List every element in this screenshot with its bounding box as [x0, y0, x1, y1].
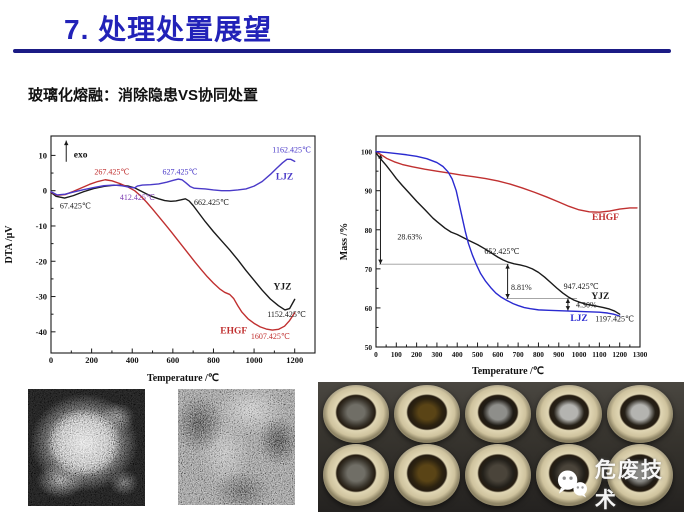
x-tick-label: 400 [452, 350, 463, 359]
x-tick-label: 300 [431, 350, 442, 359]
series-LJZ [375, 150, 621, 317]
y-tick-label: 80 [365, 226, 373, 235]
x-tick-label: 700 [513, 350, 524, 359]
annotation: 267.425℃ [94, 167, 129, 176]
x-tick-label: 200 [411, 350, 422, 359]
watermark: 危废技术 [556, 454, 684, 512]
y-tick-label: -30 [36, 292, 47, 302]
y-tick-label: 90 [365, 187, 373, 196]
x-tick-label: 1000 [246, 355, 263, 365]
x-tick-label: 1100 [592, 350, 607, 359]
annotation: 67.425℃ [60, 201, 91, 210]
annotation: EHGF [220, 327, 247, 337]
annotation: LJZ [570, 314, 587, 324]
x-tick-label: 400 [126, 355, 139, 365]
y-tick-label: 0 [43, 186, 47, 196]
sem-image-2 [178, 389, 295, 505]
annotation: 412.425℃ [120, 193, 155, 202]
x-tick-label: 600 [492, 350, 503, 359]
y-tick-label: 50 [365, 343, 373, 352]
annotation: exo [74, 151, 88, 161]
x-tick-label: 800 [207, 355, 220, 365]
y-axis-label: DTA /μV [4, 225, 15, 264]
dta-chart-svg: 0 200 400 600 800 1000 1200 -40 -30 -20 -10 0 10 Temp… [4, 135, 316, 384]
crucible-photo: 危废技术 [318, 382, 684, 512]
annotation: 627.425℃ [162, 167, 197, 176]
crucible [536, 385, 602, 443]
x-tick-label: 1200 [612, 350, 627, 359]
series-LJZ [50, 158, 296, 196]
annotation: 1162.425℃ [272, 146, 311, 155]
plot-frame [50, 135, 316, 354]
y-tick-label: 100 [361, 148, 372, 157]
x-tick-label: 0 [49, 355, 53, 365]
crucible [607, 444, 673, 506]
y-tick-label: -40 [36, 327, 47, 337]
annotation: 1607.425℃ [251, 332, 290, 341]
crucible [323, 385, 389, 443]
watermark-text: 危废技术 [594, 459, 664, 512]
annotation: 652.425℃ [484, 247, 519, 256]
x-tick-label: 200 [85, 355, 98, 365]
x-tick-label: 600 [166, 355, 179, 365]
page-title: 7. 处理处置展望 [64, 14, 273, 45]
x-tick-label: 1300 [633, 350, 648, 359]
sem-image-1 [28, 389, 145, 506]
series-YJZ [375, 152, 621, 315]
annotation: YJZ [274, 282, 292, 292]
series-EHGF [375, 150, 638, 213]
annotation: 662.425℃ [194, 198, 229, 207]
annotation: 8.81% [511, 283, 532, 292]
tg-chart-svg: 0 100 200 300 400 500 600 700 800 900 1000 1100 1200… [340, 135, 648, 377]
crucible [607, 385, 673, 443]
y-tick-label: 60 [365, 304, 373, 313]
sem-noise-overlay [28, 389, 145, 506]
title-underline [13, 49, 671, 53]
y-axis-label: Mass /% [340, 223, 350, 261]
crucible [394, 385, 460, 443]
arrowhead [64, 140, 69, 146]
x-tick-label: 1000 [572, 350, 587, 359]
x-tick-label: 800 [533, 350, 544, 359]
y-tick-label: -10 [36, 221, 47, 231]
x-tick-label: 500 [472, 350, 483, 359]
arrowhead [505, 264, 510, 269]
x-tick-label: 100 [391, 350, 402, 359]
crucible [465, 385, 531, 443]
annotation: 1152.425℃ [267, 310, 306, 319]
annotation: 1197.425℃ [595, 315, 634, 324]
crucible [394, 444, 460, 506]
x-axis-label: Temperature /℃ [147, 373, 219, 384]
annotation: 947.425℃ [564, 282, 599, 291]
y-tick-label: 70 [365, 265, 373, 274]
y-tick-label: 10 [39, 150, 48, 160]
crucible-row-1 [323, 385, 673, 443]
x-axis-label: Temperature /℃ [472, 366, 544, 377]
arrowhead [565, 306, 571, 311]
crucible [323, 444, 389, 506]
annotation: EHGF [592, 213, 619, 223]
arrowhead [505, 294, 510, 299]
annotation: 4.30% [576, 301, 597, 310]
annotation: LJZ [276, 172, 293, 182]
x-tick-label: 0 [374, 350, 378, 359]
x-tick-label: 900 [553, 350, 564, 359]
subtitle: 玻璃化熔融：消除隐患VS协同处置 [28, 87, 259, 104]
sem-noise-overlay [178, 389, 295, 505]
arrowhead [378, 259, 383, 265]
series-EHGF [50, 179, 296, 331]
annotation: 28.63% [397, 233, 422, 242]
annotation: YJZ [591, 292, 609, 302]
arrowhead [565, 298, 571, 304]
wechat-icon [557, 470, 587, 498]
x-tick-label: 1200 [286, 355, 303, 365]
series-YJZ [50, 184, 296, 311]
y-tick-label: -20 [36, 256, 47, 266]
crucible [465, 444, 531, 506]
